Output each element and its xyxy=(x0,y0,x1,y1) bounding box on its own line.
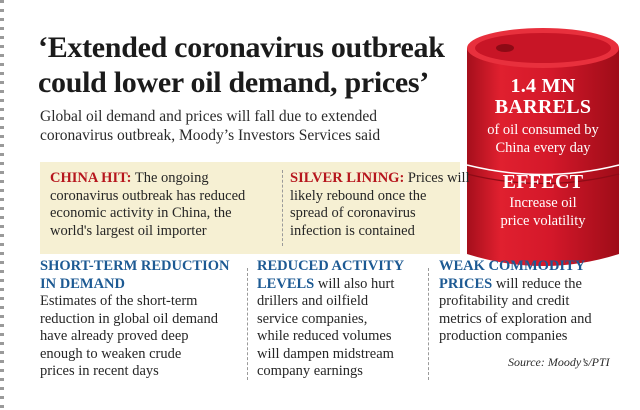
weak-commodity-text-3: metrics of exploration and xyxy=(439,310,592,327)
oil-barrel-icon xyxy=(461,26,625,273)
reduced-activity-text-4: while reduced volumes xyxy=(257,328,392,344)
barrel-stat-desc-2: China every day xyxy=(495,140,591,156)
column-divider-1 xyxy=(247,268,248,380)
reduced-activity-heading-1: REDUCED ACTIVITY xyxy=(257,258,405,274)
weak-commodity-block: WEAK COMMODITY PRICES will reduce the pr… xyxy=(439,258,592,346)
column-divider-2 xyxy=(428,268,429,380)
highlight-band xyxy=(40,162,460,254)
reduced-activity-text-1: will also hurt xyxy=(314,275,395,292)
reduced-activity-text-6: company earnings xyxy=(257,363,363,379)
headline-line-2: could lower oil demand, prices’ xyxy=(38,66,429,99)
short-term-heading-1: SHORT-TERM REDUCTION xyxy=(40,258,230,274)
silver-lining-keyword: SILVER LINING: xyxy=(290,170,405,186)
silver-lining-block: SILVER LINING: Prices will likely reboun… xyxy=(290,170,470,240)
barrel-stat-desc-1: of oil consumed by xyxy=(487,122,599,138)
weak-commodity-text-2: profitability and credit xyxy=(439,293,570,309)
china-hit-keyword: CHINA HIT: xyxy=(50,170,132,186)
left-dotted-rule xyxy=(0,0,4,410)
weak-commodity-heading-2: PRICES xyxy=(439,275,493,292)
short-term-block: SHORT-TERM REDUCTION IN DEMAND Estimates… xyxy=(40,258,230,381)
china-hit-text-1: The ongoing xyxy=(131,170,209,186)
headline-line-1: ‘Extended coronavirus outbreak xyxy=(38,31,445,64)
barrel-stat-value: 1.4 MN xyxy=(510,75,576,97)
subheadline: Global oil demand and prices will fall d… xyxy=(40,107,460,145)
short-term-text-3: have already proved deep xyxy=(40,328,189,344)
headline: ‘Extended coronavirus outbreak could low… xyxy=(38,30,468,100)
reduced-activity-heading-2: LEVELS xyxy=(257,275,315,292)
weak-commodity-heading-1: WEAK COMMODITY xyxy=(439,258,586,274)
reduced-activity-block: REDUCED ACTIVITY LEVELS will also hurt d… xyxy=(257,258,404,381)
silver-lining-text-2: likely rebound once the xyxy=(290,187,427,204)
band-divider xyxy=(282,170,283,246)
subheadline-line-1: Global oil demand and prices will fall d… xyxy=(40,108,378,125)
short-term-text-5: prices in recent days xyxy=(40,363,159,379)
barrel-effect-line-1: Increase oil xyxy=(509,195,577,211)
source-credit: Source: Moody’s/PTI xyxy=(508,355,610,369)
reduced-activity-text-5: will dampen midstream xyxy=(257,345,394,362)
china-hit-text-3: economic activity in China, the xyxy=(50,205,232,221)
short-term-text-1: Estimates of the short-term xyxy=(40,293,198,309)
barrel-effect-title: EFFECT xyxy=(502,171,584,193)
silver-lining-text-4: infection is contained xyxy=(290,222,415,239)
short-term-text-4: enough to weaken crude xyxy=(40,345,182,362)
barrel-effect-line-2: price volatility xyxy=(500,213,586,229)
reduced-activity-text-2: drillers and oilfield xyxy=(257,293,369,309)
reduced-activity-text-3: service companies, xyxy=(257,310,368,327)
weak-commodity-text-4: production companies xyxy=(439,328,568,344)
silver-lining-text-3: spread of coronavirus xyxy=(290,205,416,221)
weak-commodity-text-1: will reduce the xyxy=(492,275,582,292)
short-term-text-2: reduction in global oil demand xyxy=(40,310,218,327)
china-hit-block: CHINA HIT: The ongoing coronavirus outbr… xyxy=(50,170,245,240)
silver-lining-text-1: Prices will xyxy=(404,170,470,186)
short-term-heading-2: IN DEMAND xyxy=(40,275,125,292)
china-hit-text-4: world's largest oil importer xyxy=(50,222,207,239)
subheadline-line-2: coronavirus outbreak, Moody’s Investors … xyxy=(40,127,381,144)
barrel-stat-unit: BARRELS xyxy=(494,96,592,118)
china-hit-text-2: coronavirus outbreak has reduced xyxy=(50,187,246,204)
